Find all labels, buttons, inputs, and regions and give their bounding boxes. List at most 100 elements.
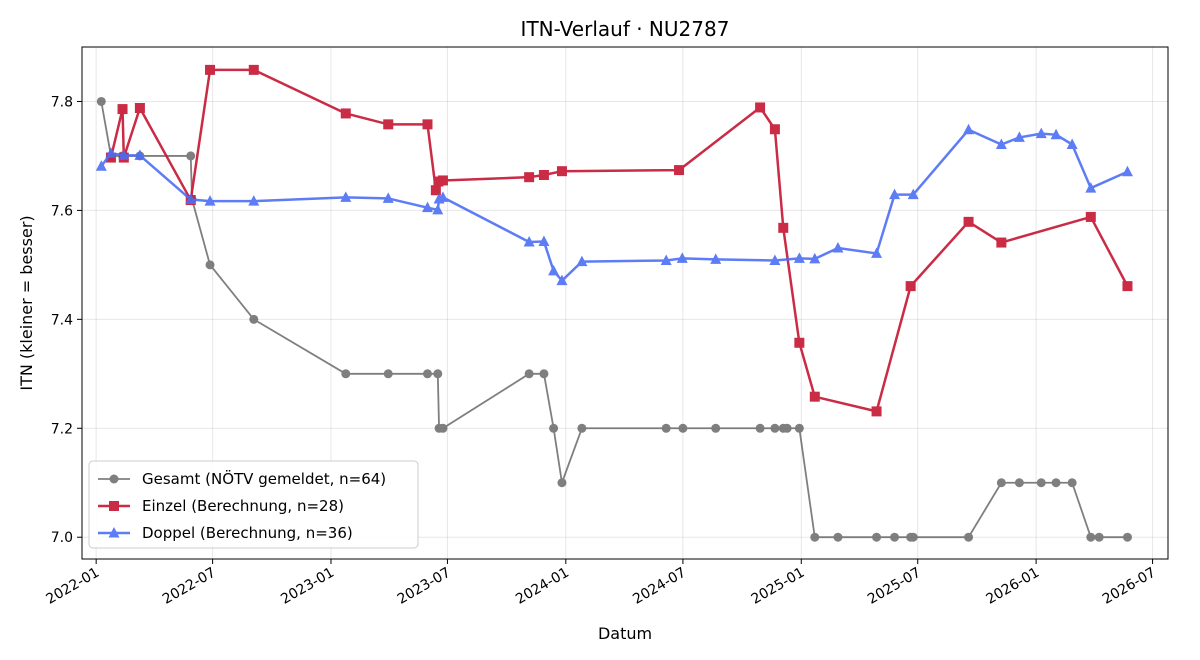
data-point [1122, 281, 1133, 292]
data-point [905, 281, 916, 292]
data-point [778, 222, 789, 233]
data-point [1121, 165, 1133, 177]
data-point [432, 203, 444, 215]
chart-title: ITN-Verlauf · NU2787 [521, 17, 730, 41]
data-point [557, 478, 567, 488]
data-point [523, 235, 535, 247]
data-point [995, 138, 1007, 149]
legend-item [98, 527, 130, 538]
data-point [422, 119, 433, 130]
data-point [1067, 478, 1077, 488]
data-point [437, 175, 448, 186]
data-point [1122, 532, 1132, 542]
data-point [1051, 478, 1061, 488]
series-layer [95, 64, 1133, 542]
data-point [769, 254, 781, 266]
y-axis-label: ITN (kleiner = besser) [17, 215, 36, 390]
data-point [248, 64, 259, 75]
plot-frame [81, 46, 1169, 560]
legend-label: Doppel (Berechnung, n=36) [142, 524, 353, 542]
data-point [134, 149, 146, 160]
data-point [890, 532, 900, 542]
data-point [185, 193, 197, 205]
data-point [577, 423, 587, 433]
data-point [383, 369, 393, 379]
data-point [963, 216, 974, 227]
data-point [538, 170, 549, 180]
data-point [872, 532, 882, 542]
legend-item [98, 501, 130, 511]
legend: Gesamt (NÖTV gemeldet, n=64) Einzel (Bere… [88, 460, 419, 549]
data-point [382, 192, 394, 203]
data-point [548, 264, 560, 276]
y-tick-label: 7.6 [51, 203, 73, 219]
legend-marker [109, 501, 119, 511]
data-point [1014, 478, 1024, 488]
data-point [871, 247, 883, 258]
data-point [908, 532, 918, 542]
data-point [996, 478, 1006, 488]
data-point [117, 104, 128, 115]
legend-label: Einzel (Berechnung, n=28) [142, 497, 344, 515]
data-point [907, 188, 919, 200]
data-point [383, 119, 394, 130]
data-point [524, 369, 534, 379]
data-point [1085, 182, 1097, 193]
data-point [676, 252, 688, 263]
data-point [1085, 211, 1096, 222]
data-point [794, 337, 805, 348]
data-point [810, 532, 820, 542]
data-point [437, 191, 449, 202]
data-point [1036, 478, 1046, 488]
data-point [833, 532, 843, 542]
data-point [430, 185, 441, 196]
data-point [1086, 532, 1096, 542]
data-point [524, 172, 535, 183]
data-point [422, 369, 432, 379]
data-point [538, 235, 550, 246]
data-point [549, 423, 559, 433]
data-point [433, 369, 443, 379]
data-point [340, 108, 351, 119]
data-point [871, 406, 882, 417]
y-tick-label: 7.2 [51, 421, 73, 437]
data-point [889, 188, 901, 200]
data-point [755, 423, 765, 433]
data-point [809, 391, 820, 402]
legend-marker [109, 474, 119, 484]
data-point [793, 252, 805, 263]
data-point [556, 166, 567, 177]
data-point [1094, 532, 1104, 542]
series-3 [95, 123, 1133, 286]
data-point [1035, 127, 1047, 139]
data-point [249, 314, 259, 324]
data-point [205, 260, 215, 270]
data-point [996, 237, 1007, 248]
legend-label: Gesamt (NÖTV gemeldet, n=64) [142, 469, 386, 488]
data-point [205, 64, 216, 75]
legend-box [88, 460, 419, 549]
series-line [100, 128, 1128, 282]
data-point [782, 423, 792, 433]
data-point [539, 369, 549, 379]
data-point [421, 201, 433, 213]
data-point [711, 423, 721, 433]
data-point [186, 151, 196, 161]
data-point [105, 147, 117, 158]
data-point [710, 253, 722, 264]
data-point [832, 241, 844, 253]
data-point [770, 423, 780, 433]
data-point [248, 195, 260, 206]
data-point [576, 255, 588, 267]
y-tick-label: 7.0 [51, 530, 73, 546]
legend-item [98, 474, 130, 484]
data-point [118, 149, 130, 160]
data-point [1050, 128, 1062, 140]
data-point [678, 423, 688, 433]
series-line [109, 68, 1129, 413]
data-point [96, 96, 106, 106]
legend-marker [108, 527, 120, 538]
data-point [674, 165, 685, 176]
